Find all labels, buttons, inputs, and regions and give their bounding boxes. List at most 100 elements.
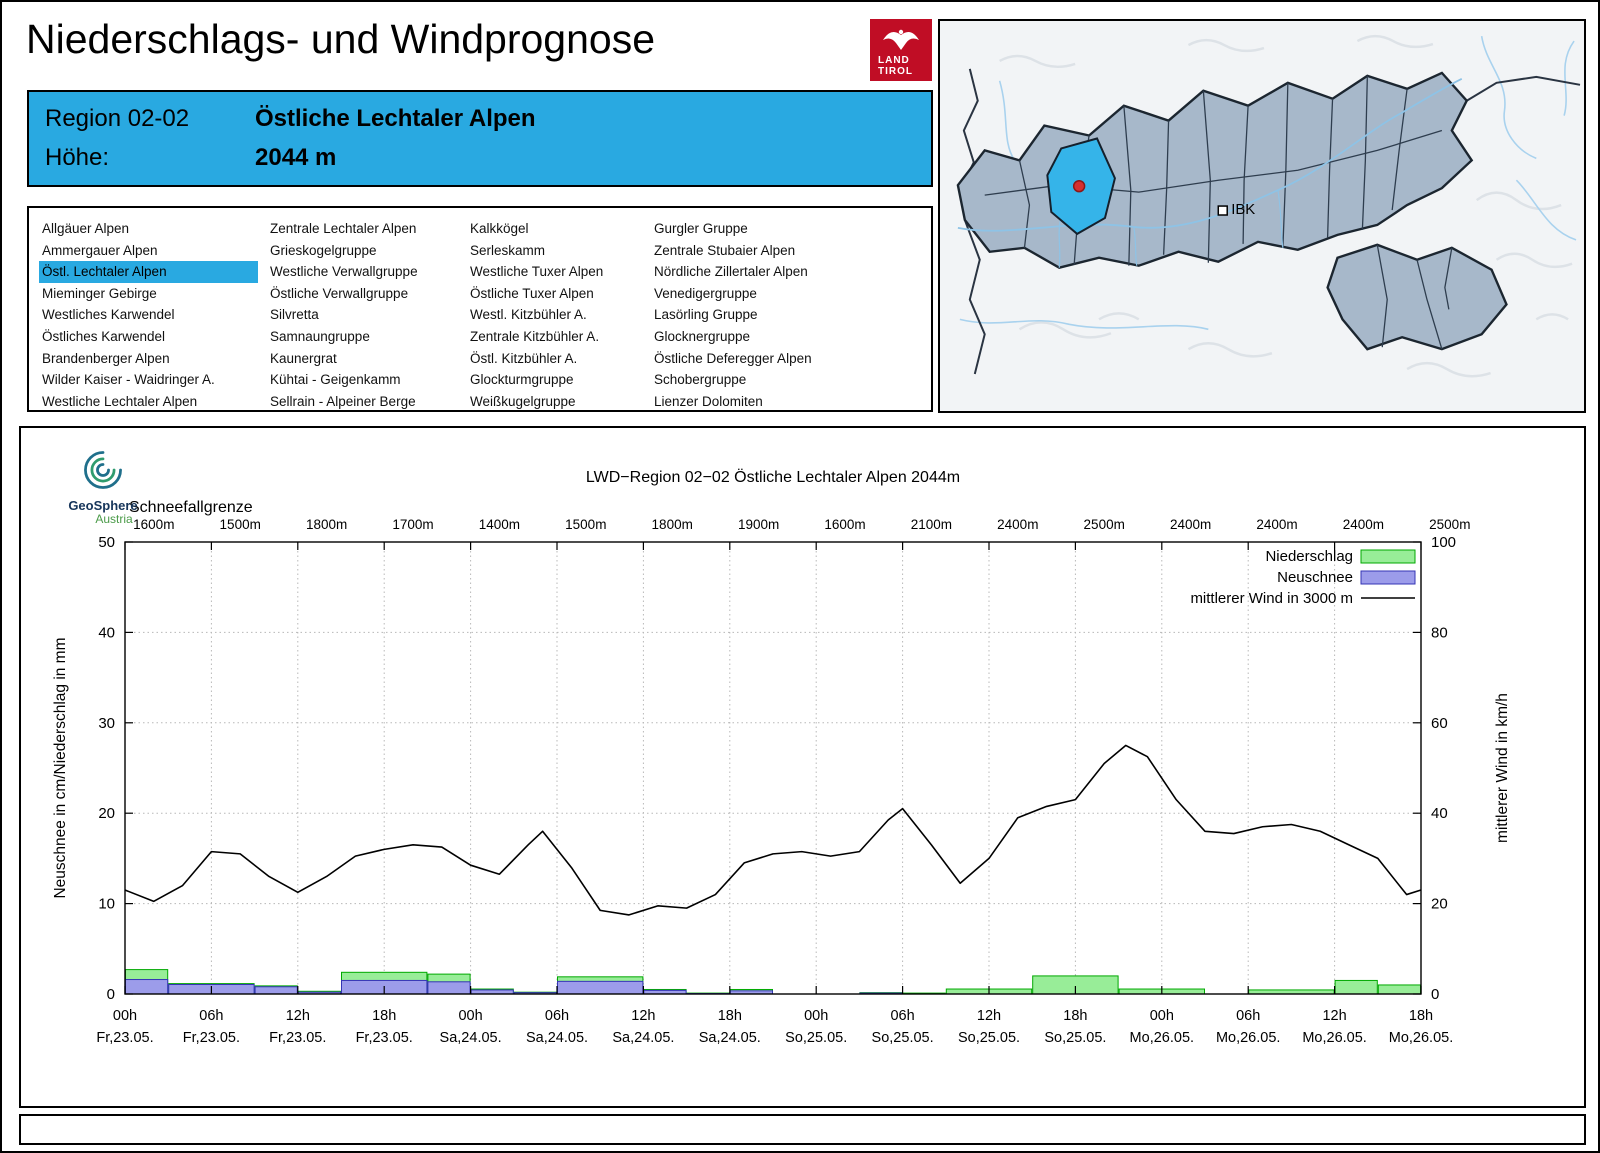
x-tick-date: Mo,26.05. <box>1302 1030 1367 1046</box>
legend-swatch <box>1360 549 1416 564</box>
region-list-item[interactable]: Östliches Karwendel <box>42 328 166 344</box>
tirol-map[interactable]: IBK <box>938 19 1586 413</box>
niederschlag-bar <box>1377 984 1422 995</box>
region-list-item[interactable]: Ammergauer Alpen <box>42 242 158 258</box>
y-tick-right: 20 <box>1431 896 1448 913</box>
region-list-item[interactable]: Lienzer Dolomiten <box>654 393 763 409</box>
east-tirol <box>1326 243 1508 351</box>
neuschnee-bar <box>557 980 644 995</box>
region-list-item[interactable]: Kalkkögel <box>470 221 529 236</box>
x-tick-date: Sa,24.05. <box>440 1030 502 1046</box>
x-tick-time: 00h <box>804 1008 828 1024</box>
x-tick-date: Sa,24.05. <box>699 1030 761 1046</box>
land-tirol-logo: LAND TIROL <box>870 19 932 81</box>
neuschnee-bar <box>125 979 169 995</box>
region-list-item[interactable]: Glocknergruppe <box>654 328 751 344</box>
snowline-value: 1400m <box>479 517 520 532</box>
x-tick-time: 06h <box>199 1008 223 1024</box>
region-list-item[interactable]: Zentrale Kitzbühler A. <box>470 328 600 344</box>
region-list-item[interactable]: Östl. Kitzbühler A. <box>470 350 578 366</box>
snowline-value: 1600m <box>133 517 174 532</box>
rivers <box>959 35 1577 331</box>
ibk-marker: IBK <box>1217 202 1255 218</box>
region-list-item[interactable]: Östliche Verwallgruppe <box>270 285 409 301</box>
region-list-item[interactable]: Schobergruppe <box>654 372 747 388</box>
legend-label: Neuschnee <box>1277 569 1353 586</box>
region-list-item[interactable]: Glockturmgruppe <box>470 372 574 388</box>
region-list-item[interactable]: Östliche Deferegger Alpen <box>654 350 812 366</box>
region-list-item[interactable]: Westliches Karwendel <box>42 307 175 323</box>
legend-label: Niederschlag <box>1265 548 1353 565</box>
x-tick-date: So,25.05. <box>785 1030 847 1046</box>
geosphere-spiral-icon <box>84 451 122 489</box>
region-list-item[interactable]: Brandenberger Alpen <box>42 350 170 366</box>
geosphere-country: Austria <box>95 512 133 526</box>
region-list-item[interactable]: Zentrale Lechtaler Alpen <box>270 221 417 236</box>
region-list-item[interactable]: Wilder Kaiser - Waidringer A. <box>42 372 215 388</box>
region-list-item[interactable]: Serleskamm <box>470 242 546 258</box>
x-tick-date: Fr,23.05. <box>96 1030 153 1046</box>
y-tick-right: 40 <box>1431 805 1448 822</box>
y-tick-right: 80 <box>1431 624 1448 641</box>
region-list-item[interactable]: Kaunergrat <box>270 350 337 366</box>
snowline-value: 1800m <box>306 517 347 532</box>
region-list-column: Allgäuer Alpen Ammergauer Alpen Östl. Lech… <box>39 218 258 412</box>
region-list-column: Gurgler Gruppe Zentrale Stubaier Alpen Nör… <box>651 218 913 412</box>
region-list-item[interactable]: Grieskogelgruppe <box>270 242 377 258</box>
region-list-item[interactable]: Östl. Lechtaler Alpen <box>39 261 258 283</box>
region-list-item[interactable]: Sellrain - Alpeiner Berge <box>270 393 416 409</box>
snowline-value: 2500m <box>1084 517 1125 532</box>
chart-title: LWD−Region 02−02 Östliche Lechtaler Alpe… <box>586 468 960 486</box>
selected-region[interactable] <box>1046 137 1116 236</box>
y-tick-right: 100 <box>1431 534 1456 551</box>
snowline-value: 1500m <box>565 517 606 532</box>
region-list-item[interactable]: Östliche Tuxer Alpen <box>470 285 594 301</box>
region-list-item[interactable]: Mieminger Gebirge <box>42 285 157 301</box>
region-list-item[interactable]: Kühtai - Geigenkamm <box>270 372 401 388</box>
ylabel-right: mittlerer Wind in km/h <box>1494 693 1511 843</box>
map-city-label: IBK <box>1231 202 1255 218</box>
snowline-value: 1600m <box>824 517 865 532</box>
land-tirol-label: LAND TIROL <box>878 55 913 77</box>
altitude-value: 2044 m <box>255 144 337 171</box>
x-tick-time: 00h <box>1150 1008 1174 1024</box>
region-list-item[interactable]: Silvretta <box>270 307 319 323</box>
region-list-item[interactable]: Nördliche Zillertaler Alpen <box>654 264 808 280</box>
x-tick-time: 06h <box>545 1008 569 1024</box>
geosphere-name: GeoSphere <box>68 498 138 513</box>
x-tick-date: So,25.05. <box>872 1030 934 1046</box>
region-list-item[interactable]: Westliche Verwallgruppe <box>270 264 418 280</box>
region-list-item[interactable]: Venedigergruppe <box>654 285 757 301</box>
region-list-item[interactable]: Lasörling Gruppe <box>654 307 758 323</box>
region-list-item[interactable]: Westl. Kitzbühler A. <box>470 307 587 323</box>
x-tick-date: Sa,24.05. <box>526 1030 588 1046</box>
x-tick-date: So,25.05. <box>1044 1030 1106 1046</box>
region-header: Region 02-02 Östliche Lechtaler Alpen Hö… <box>27 90 933 187</box>
region-list-item[interactable]: Weißkugelgruppe <box>470 393 576 409</box>
snowline-label: Schneefallgrenze <box>129 499 253 516</box>
snowline-value: 2400m <box>1256 517 1297 532</box>
x-tick-date: Fr,23.05. <box>356 1030 413 1046</box>
x-tick-time: 18h <box>1409 1008 1433 1024</box>
snowline-value: 2400m <box>1343 517 1384 532</box>
niederschlag-bar <box>1334 979 1378 995</box>
x-tick-date: Sa,24.05. <box>612 1030 674 1046</box>
legend-swatch <box>1360 570 1416 585</box>
region-list-item[interactable]: Zentrale Stubaier Alpen <box>654 242 796 258</box>
region-list-column: Kalkkögel Serleskamm Westliche Tuxer Alpen… <box>467 218 645 412</box>
snowline-value: 1500m <box>220 517 261 532</box>
region-list-item[interactable]: Westliche Tuxer Alpen <box>470 264 604 280</box>
x-tick-time: 06h <box>1236 1008 1260 1024</box>
snowline-value: 2400m <box>997 517 1038 532</box>
y-tick-left: 0 <box>107 986 115 1003</box>
region-list-item[interactable]: Gurgler Gruppe <box>654 221 748 236</box>
region-list-item[interactable]: Allgäuer Alpen <box>42 221 130 236</box>
y-tick-left: 40 <box>98 624 115 641</box>
neuschnee-bar <box>254 986 298 995</box>
region-list: Allgäuer Alpen Ammergauer Alpen Östl. Lech… <box>27 206 933 412</box>
x-tick-time: 18h <box>372 1008 396 1024</box>
inn-river <box>957 78 1463 268</box>
region-list-item[interactable]: Westliche Lechtaler Alpen <box>42 393 198 409</box>
region-list-item[interactable]: Samnaungruppe <box>270 328 370 344</box>
